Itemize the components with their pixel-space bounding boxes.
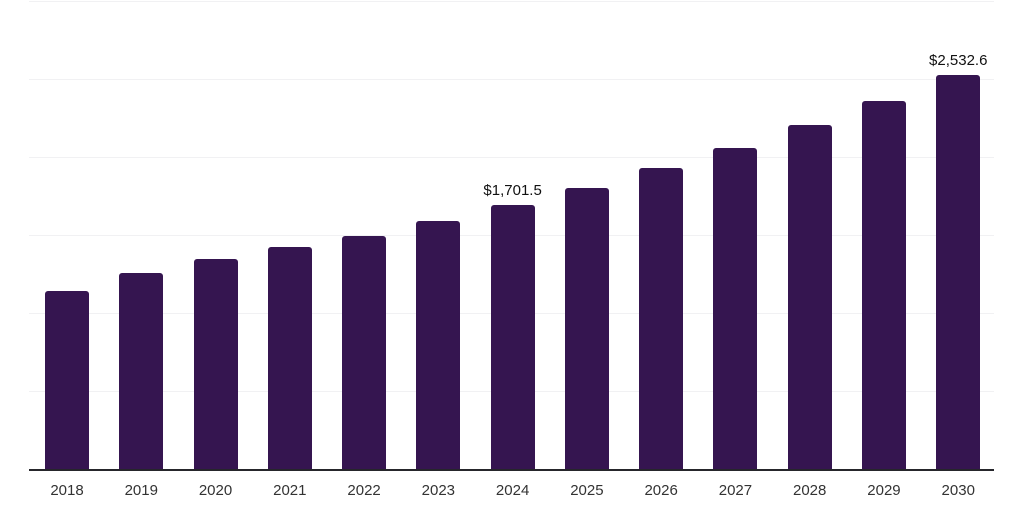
- bar-2028: [787, 125, 832, 470]
- bar-2025: [564, 187, 609, 470]
- bar-2021: [267, 247, 312, 470]
- data-label-2024: $1,701.5: [483, 181, 542, 199]
- data-label-2030: $2,532.6: [929, 51, 988, 69]
- x-tick-2026: 2026: [644, 482, 678, 499]
- x-axis-line: [29, 469, 994, 471]
- x-tick-2022: 2022: [347, 482, 381, 499]
- bar-2030: [936, 74, 981, 470]
- gridline-3000: [29, 1, 994, 2]
- bar-2022: [342, 235, 387, 470]
- bar-2023: [416, 221, 461, 470]
- x-tick-2030: 2030: [941, 482, 975, 499]
- bar-2027: [713, 148, 758, 470]
- bar-2020: [193, 259, 238, 470]
- x-tick-2023: 2023: [421, 482, 456, 499]
- bar-2018: [45, 291, 89, 470]
- bar-2024: [490, 204, 535, 470]
- x-tick-2024: 2024: [495, 482, 530, 499]
- x-tick-2020: 2020: [198, 482, 233, 499]
- gridline-2000: [29, 157, 994, 158]
- x-tick-2018: 2018: [50, 482, 84, 499]
- x-tick-2021: 2021: [273, 482, 307, 499]
- bar-2026: [639, 167, 684, 470]
- x-tick-2028: 2028: [793, 482, 827, 499]
- x-tick-2025: 2025: [570, 482, 604, 499]
- x-tick-2027: 2027: [718, 482, 753, 499]
- bar-2029: [861, 100, 906, 470]
- bar-2019: [119, 272, 164, 470]
- x-tick-2029: 2029: [867, 482, 901, 499]
- gridline-2500: [29, 79, 994, 80]
- x-tick-2019: 2019: [124, 482, 158, 499]
- plot-area: $1,701.5 $2,532.6: [29, 1, 994, 471]
